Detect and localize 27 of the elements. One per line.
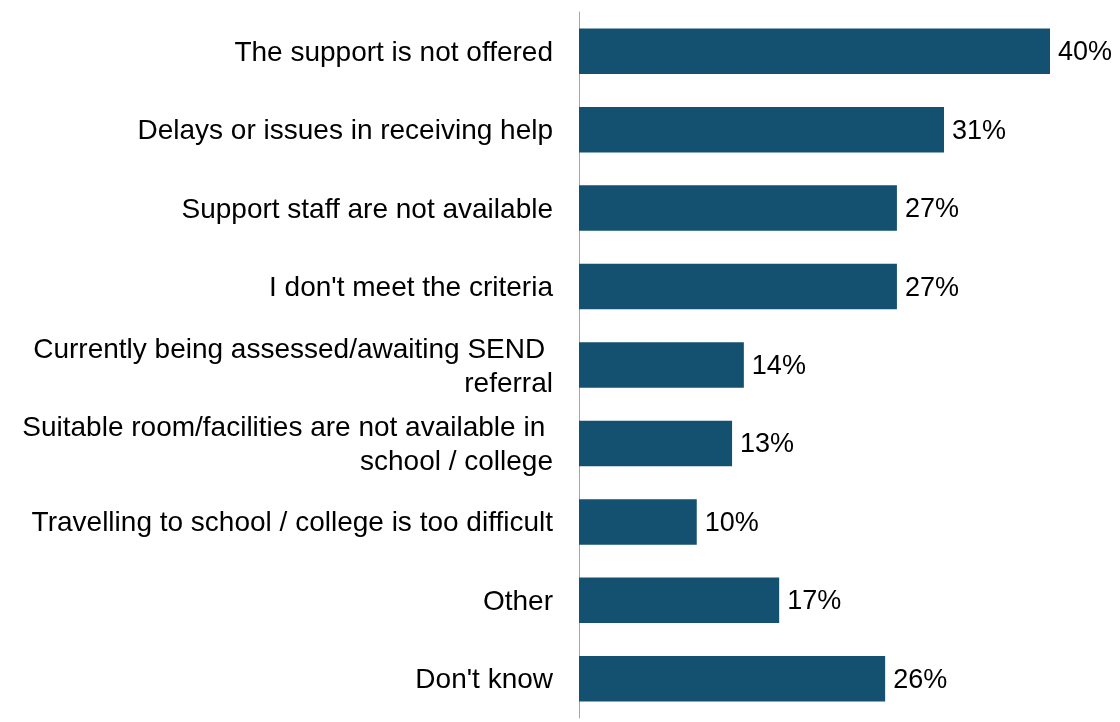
y-tick-label: I don't meet the criteria (269, 271, 554, 303)
data-label: 27% (904, 193, 959, 224)
data-label: 27% (904, 271, 959, 302)
data-label: 10% (704, 506, 759, 537)
data-label: 31% (952, 114, 1007, 145)
y-tick-label: The support is not offered (234, 35, 553, 67)
y-tick-label: Travelling to school / college is too difficult (31, 506, 554, 538)
y-tick-label: Suitable room/facilities are not available in school / college (22, 410, 553, 476)
data-label: 40% (1058, 36, 1113, 67)
y-tick-label: Delays or issues in receiving help (137, 114, 553, 146)
y-tick-label: Don't know (415, 663, 554, 695)
y-tick-label: Currently being assessed/awaiting SEND referral (33, 332, 553, 398)
data-label: 26% (893, 663, 948, 694)
bar (579, 28, 1050, 74)
bar (579, 263, 897, 310)
bar (579, 577, 780, 624)
bar (579, 106, 945, 153)
data-label: 13% (740, 428, 795, 459)
bar (579, 656, 886, 702)
data-label: 17% (787, 585, 842, 616)
bar (579, 499, 697, 545)
data-label: 14% (751, 350, 806, 380)
bar (579, 420, 733, 467)
y-tick-label: Other (482, 584, 553, 616)
y-tick-label: Support staff are not available (181, 192, 553, 224)
bar (579, 185, 897, 231)
bar (579, 342, 744, 388)
